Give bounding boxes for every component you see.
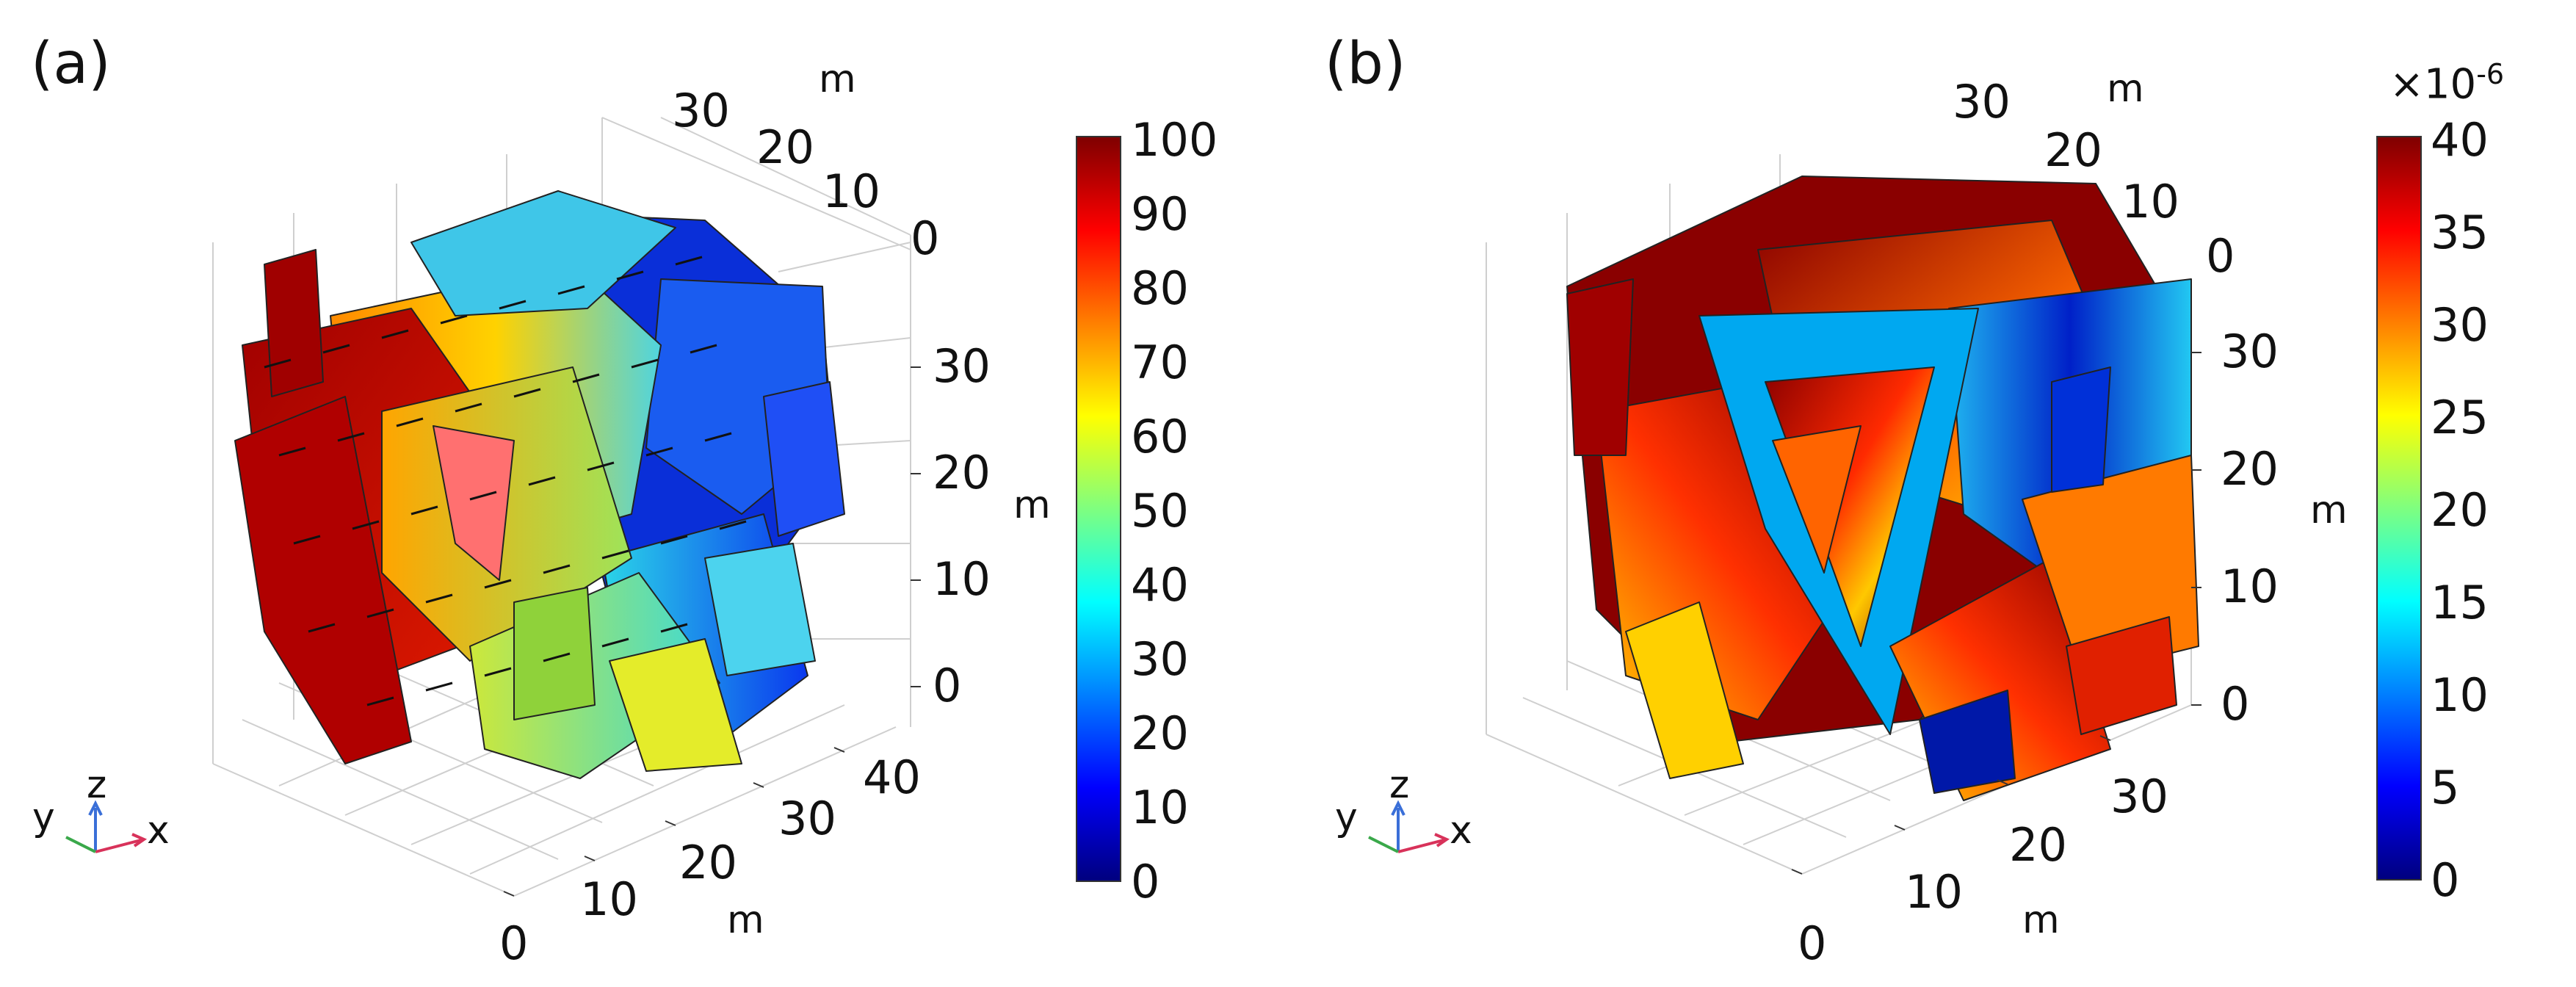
x-tick: 20 — [2009, 818, 2067, 872]
arrow-field — [264, 256, 747, 706]
y-tick: 0 — [2206, 229, 2235, 283]
colorbar-tick: 70 — [1131, 336, 1189, 389]
y-axis-unit: m — [2107, 67, 2144, 111]
x-tick: 30 — [778, 792, 836, 845]
panel-a: (a) — [31, 31, 1218, 970]
x-axis-unit: m — [2022, 898, 2060, 942]
y-tick: 30 — [1953, 75, 2011, 129]
colorbar-tick: 60 — [1131, 410, 1189, 463]
axis-triad — [1368, 800, 1450, 853]
x-tick: 10 — [580, 872, 638, 926]
colorbar-tick: 10 — [1131, 781, 1189, 834]
panel-b: (b) — [1288, 0, 2576, 987]
y-axis-unit: m — [819, 57, 856, 101]
panel-label: (a) — [31, 31, 111, 97]
axis-triad — [65, 800, 148, 853]
y-tick: 30 — [672, 84, 730, 137]
colorbar-tick: 30 — [1131, 632, 1189, 686]
z-tick: 20 — [2221, 442, 2279, 496]
x-tick: 30 — [2110, 770, 2168, 823]
z-axis-unit: m — [1013, 483, 1051, 527]
plot-3d-b: 30 20 10 0 m 30 20 10 0 m 0 10 20 30 m z… — [1335, 67, 2348, 970]
colorbar-tick: 40 — [2431, 113, 2489, 167]
colorbar-a — [1076, 136, 1121, 882]
colorbar-tick: 20 — [2431, 483, 2489, 537]
fracture-network-b — [1566, 176, 2199, 801]
colorbar-exponent: ×10-6 — [2389, 58, 2505, 109]
triad-x-label: x — [1450, 809, 1472, 853]
panel-label: (b) — [1325, 31, 1406, 97]
x-tick: 0 — [1798, 916, 1826, 970]
triad-y-label: y — [1335, 795, 1358, 839]
colorbar-tick: 50 — [1131, 484, 1189, 538]
colorbar-tick: 30 — [2431, 298, 2489, 352]
triad-z-label: z — [1389, 763, 1409, 807]
x-tick: 40 — [863, 751, 921, 804]
z-tick: 20 — [933, 446, 991, 499]
colorbar-tick: 15 — [2431, 576, 2489, 629]
colorbar-b — [2376, 136, 2422, 881]
colorbar-tick: 25 — [2431, 391, 2489, 444]
fracture-network-a — [234, 190, 845, 779]
x-axis-unit: m — [727, 898, 764, 942]
colorbar-tick: 100 — [1131, 113, 1218, 167]
colorbar-tick: 20 — [1131, 706, 1189, 760]
colorbar-tick: 90 — [1131, 187, 1189, 241]
colorbar-tick: 40 — [1131, 558, 1189, 612]
y-tick: 20 — [756, 120, 814, 174]
colorbar-tick: 80 — [1131, 261, 1189, 315]
triad-z-label: z — [87, 763, 106, 807]
colorbar-tick: 5 — [2431, 761, 2460, 814]
colorbar-tick: 0 — [1131, 855, 1160, 908]
plot-3d-a: 30 20 10 0 m 30 20 10 0 m 0 10 20 30 40 … — [32, 57, 1051, 970]
z-tick: 30 — [933, 339, 991, 393]
z-axis-unit: m — [2310, 488, 2348, 532]
y-tick: 0 — [911, 212, 939, 265]
z-tick: 30 — [2221, 325, 2279, 378]
z-tick: 10 — [2221, 560, 2279, 613]
triad-y-label: y — [32, 795, 55, 839]
y-tick: 10 — [822, 164, 880, 218]
colorbar-tick: 0 — [2431, 853, 2460, 907]
tick-labels: 30 20 10 0 m 30 20 10 0 m 0 10 20 30 m — [1798, 67, 2348, 970]
tick-labels: 30 20 10 0 m 30 20 10 0 m 0 10 20 30 40 … — [499, 57, 1051, 970]
z-tick: 0 — [933, 659, 961, 712]
y-tick: 20 — [2044, 123, 2102, 177]
y-tick: 10 — [2121, 175, 2179, 228]
z-tick: 0 — [2221, 677, 2249, 731]
x-tick: 0 — [499, 916, 528, 970]
triad-x-label: x — [147, 809, 170, 853]
x-tick: 10 — [1905, 865, 1963, 919]
colorbar-tick: 35 — [2431, 206, 2489, 259]
z-tick: 10 — [933, 552, 991, 606]
colorbar-tick: 10 — [2431, 668, 2489, 722]
x-tick: 20 — [679, 836, 737, 889]
